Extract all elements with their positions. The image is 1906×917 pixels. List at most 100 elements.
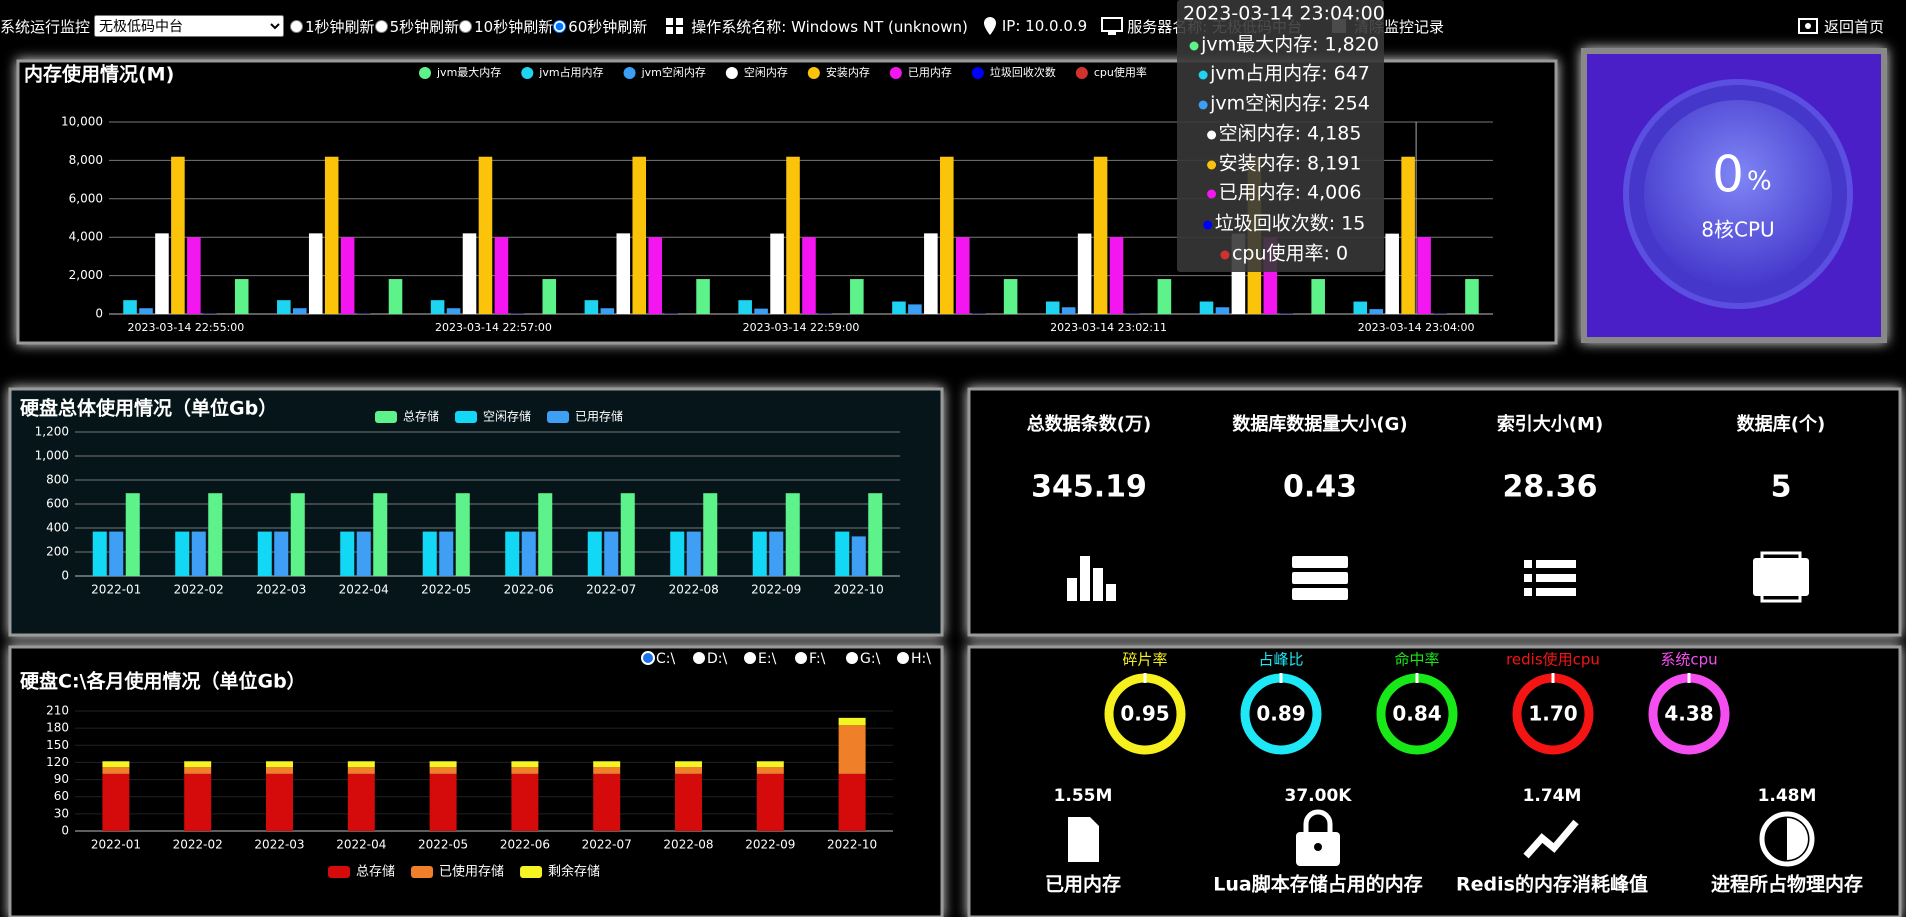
bar <box>770 233 784 314</box>
bar <box>257 531 272 576</box>
bar <box>388 279 403 314</box>
bar <box>924 233 938 314</box>
bar <box>1369 309 1384 314</box>
y-tick-label: 210 <box>46 704 69 718</box>
tooltip-row: 垃圾回收次数: 15 <box>1215 213 1366 235</box>
bar <box>123 300 137 314</box>
legend-marker <box>971 67 984 79</box>
tooltip-dot <box>1207 160 1217 170</box>
refresh-label: 1秒钟刷新 <box>305 17 375 36</box>
bar <box>584 300 599 314</box>
bar-segment <box>266 767 293 774</box>
bar-segment <box>184 773 212 831</box>
bar <box>802 237 816 314</box>
x-tick-label: 2023-03-14 23:04:00 <box>1358 321 1475 334</box>
server-icon <box>1101 17 1124 35</box>
disk-radio[interactable] <box>693 652 705 664</box>
gauge-value: 0.84 <box>1392 702 1441 726</box>
stat-value: 0.43 <box>1283 470 1357 505</box>
back-home[interactable]: 返回首页 <box>1797 16 1884 37</box>
chart-title: 内存使用情况(M) <box>24 63 174 86</box>
disk-radio-label: D:\ <box>707 651 727 667</box>
gauge-label: redis使用cpu <box>1506 651 1600 669</box>
bar <box>600 308 615 314</box>
redis-value: 1.74M <box>1523 786 1582 806</box>
stat-value: 5 <box>1771 470 1792 505</box>
x-tick-label: 2022-04 <box>336 838 386 852</box>
legend-marker <box>419 67 431 79</box>
y-tick-label: 8,000 <box>69 153 103 167</box>
disk-radio[interactable] <box>641 651 655 665</box>
bar <box>1109 237 1124 314</box>
y-tick-label: 600 <box>46 497 69 511</box>
bar <box>769 531 784 576</box>
bar <box>324 156 339 314</box>
bar <box>835 531 850 576</box>
tooltip-row: cpu使用率: 0 <box>1232 243 1348 265</box>
x-tick-label: 2022-01 <box>91 583 141 597</box>
disk-radio[interactable] <box>897 652 909 664</box>
bar <box>1061 307 1076 314</box>
stat-value: 345.19 <box>1031 470 1147 505</box>
refresh-radio[interactable] <box>553 19 567 33</box>
y-tick-label: 200 <box>46 545 69 559</box>
gauge-label: 命中率 <box>1394 651 1439 669</box>
y-tick-label: 800 <box>46 473 69 487</box>
bar <box>752 531 767 576</box>
bar <box>696 279 710 314</box>
legend-marker <box>547 411 570 423</box>
tooltip-dot <box>1207 130 1217 140</box>
gauge-label: 碎片率 <box>1122 651 1167 669</box>
redis-value: 37.00K <box>1285 786 1353 806</box>
stat-label: 数据库(个) <box>1737 413 1825 435</box>
os-icon <box>666 18 684 34</box>
system-select[interactable]: 无极低码中台 <box>94 15 285 37</box>
bar <box>439 531 454 576</box>
disk-radio[interactable] <box>795 652 807 664</box>
bar <box>139 308 153 314</box>
bar <box>1401 156 1415 314</box>
bar <box>430 300 445 314</box>
disk-radio[interactable] <box>846 652 858 664</box>
refresh-radio[interactable] <box>459 19 473 33</box>
bar-segment <box>102 773 130 831</box>
bar-segment <box>511 773 539 831</box>
refresh-radios: 1秒钟刷新 5秒钟刷新 10秒钟刷新 60秒钟刷新 <box>290 16 647 37</box>
bar <box>340 531 355 576</box>
x-tick-label: 2022-06 <box>504 583 554 597</box>
legend-label: jvm空闲内存 <box>641 65 706 79</box>
bar <box>1215 307 1230 314</box>
redis-label: 进程所占物理内存 <box>1711 873 1863 896</box>
bar <box>542 279 557 314</box>
x-tick-label: 2022-03 <box>256 583 306 597</box>
ip-text: IP: 10.0.0.9 <box>1001 17 1088 35</box>
ip: IP: 10.0.0.9 <box>982 16 1087 36</box>
back-icon <box>1797 18 1818 34</box>
legend-marker <box>411 866 434 878</box>
x-tick-label: 2022-04 <box>339 583 389 597</box>
tooltip-row: jvm空闲内存: 254 <box>1209 93 1370 115</box>
x-tick-label: 2022-02 <box>174 583 224 597</box>
legend-marker <box>889 67 902 79</box>
bar <box>494 237 509 314</box>
bar <box>1417 237 1431 314</box>
disk-radio[interactable] <box>744 652 756 664</box>
bar <box>1093 156 1108 314</box>
refresh-radio[interactable] <box>374 19 388 33</box>
bar-segment <box>511 761 539 767</box>
x-tick-label: 2022-03 <box>254 838 304 852</box>
bar <box>505 531 520 576</box>
x-tick-label: 2023-03-14 22:57:00 <box>435 321 552 334</box>
legend-marker <box>1075 67 1088 79</box>
bar <box>587 531 602 576</box>
tooltip-dot <box>1220 250 1230 260</box>
y-tick-label: 1,200 <box>35 425 69 439</box>
bar <box>290 493 305 576</box>
legend-marker <box>725 67 738 79</box>
bar-segment <box>184 761 212 767</box>
refresh-radio[interactable] <box>290 19 304 33</box>
bar <box>616 233 631 314</box>
bar <box>786 156 800 314</box>
bar <box>356 531 371 576</box>
bar <box>1003 279 1018 314</box>
